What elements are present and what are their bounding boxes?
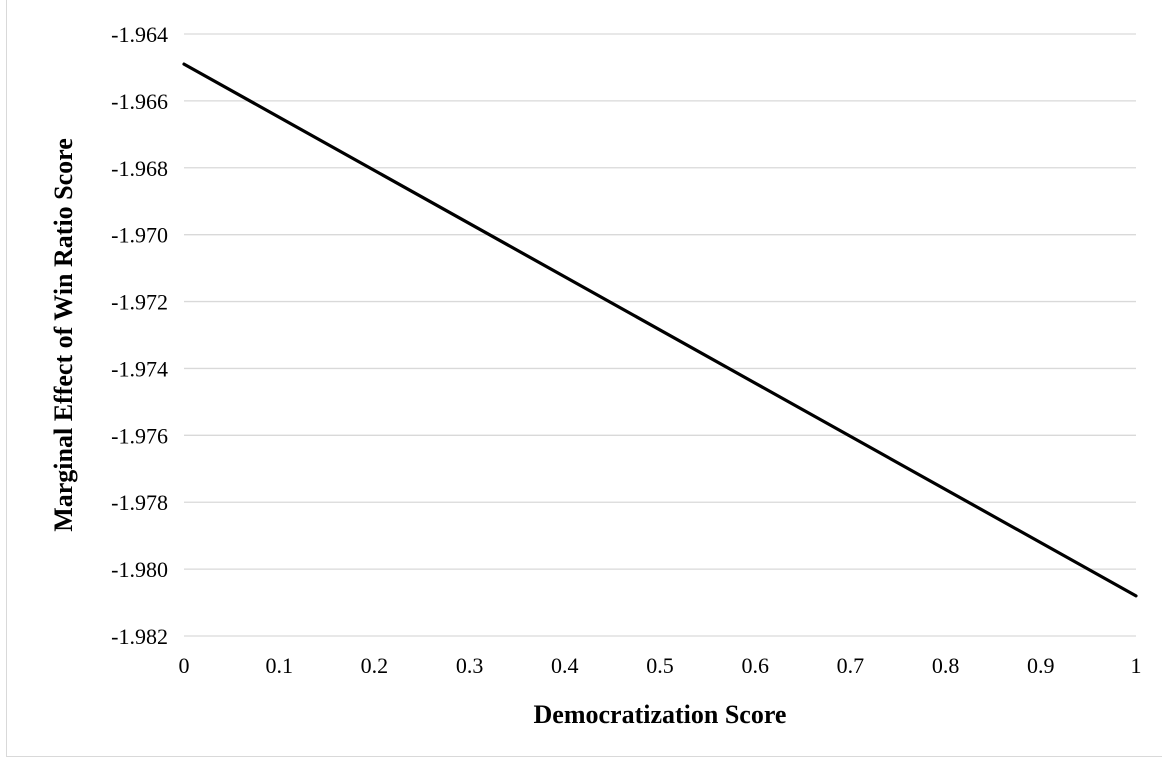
series-line-0 [182, 62, 1138, 598]
chart-frame [6, 0, 1162, 757]
x-tick-label: 0.5 [646, 653, 674, 678]
x-tick-label: 0.3 [456, 653, 484, 678]
y-tick-labels: -1.964 -1.966 -1.968 -1.970 -1.972 -1.974 -1.9… [111, 22, 168, 649]
x-tick-labels: 0 0.1 0.2 0.3 0.4 0.5 0.6 0.7 0.8 0.9 1 [179, 653, 1142, 678]
x-tick-label: 0.8 [932, 653, 960, 678]
x-tick-label: 0.1 [265, 653, 293, 678]
series-group [182, 62, 1138, 598]
x-axis-title: Democratization Score [534, 700, 787, 729]
grid-lines [184, 33, 1136, 570]
y-tick-label: -1.968 [111, 156, 168, 181]
x-tick-label: 0.9 [1027, 653, 1055, 678]
y-tick-label: -1.966 [111, 89, 168, 114]
y-tick-label: -1.964 [111, 22, 168, 47]
y-tick-label: -1.976 [111, 423, 168, 448]
y-tick-label: -1.974 [111, 356, 168, 381]
y-axis-title: Marginal Effect of Win Ratio Score [49, 138, 78, 532]
x-tick-label: 1 [1131, 653, 1142, 678]
y-tick-label: -1.972 [111, 290, 168, 315]
y-tick-label: -1.980 [111, 557, 168, 582]
x-tick-label: 0 [179, 653, 190, 678]
x-tick-label: 0.6 [741, 653, 769, 678]
y-tick-label: -1.982 [111, 624, 168, 649]
y-tick-label: -1.970 [111, 223, 168, 248]
y-tick-label: -1.978 [111, 490, 168, 515]
x-tick-label: 0.7 [837, 653, 865, 678]
x-tick-label: 0.2 [361, 653, 389, 678]
x-tick-label: 0.4 [551, 653, 579, 678]
